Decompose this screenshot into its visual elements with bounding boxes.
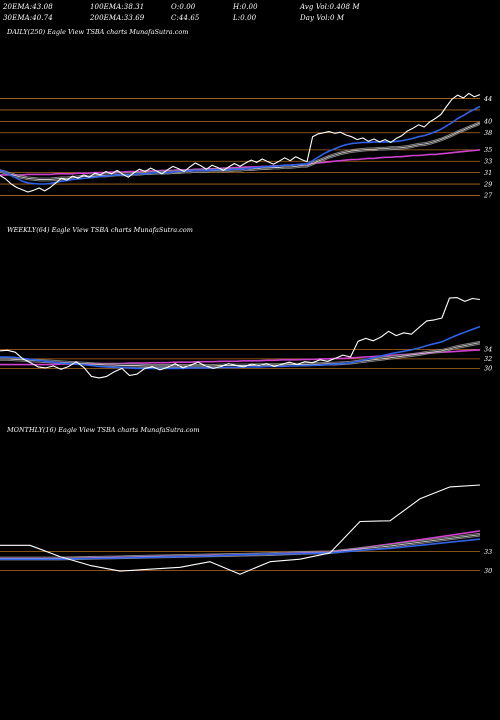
- weekly-series-ema_mid-0: [0, 342, 481, 367]
- daily-tick-label: 35: [484, 146, 492, 154]
- daily-tick-label: 40: [483, 118, 492, 126]
- weekly-series-ema_mid-2: [0, 340, 481, 366]
- daily-tick-label: 31: [484, 169, 492, 177]
- day-vol-readout: Day Vol:0 M: [300, 14, 345, 22]
- daily-tick-label: 27: [483, 192, 493, 200]
- monthly-series-price: [0, 484, 481, 575]
- open-readout: O:0.00: [171, 3, 196, 11]
- weekly-panel-label: WEEKLY(64) Eagle View TSBA charts Munafa…: [7, 226, 193, 234]
- monthly-series-ema_mid-2: [0, 532, 481, 558]
- low-readout: L:0.00: [233, 14, 257, 22]
- monthly-series-ema_fast: [0, 538, 481, 561]
- ema20-readout: 20EMA:43.08: [3, 3, 53, 11]
- daily-tick-label: 29: [483, 180, 492, 188]
- monthly-tick-label: 30: [484, 567, 492, 575]
- daily-tick-label: 38: [484, 129, 492, 137]
- weekly-series-ema_fast: [0, 325, 481, 370]
- high-readout: H:0.00: [233, 3, 258, 11]
- monthly-series-ema_mid-1: [0, 535, 481, 561]
- ema30-readout: 30EMA:40.74: [3, 14, 53, 22]
- weekly-series-price: [0, 297, 481, 379]
- daily-series-price: [0, 92, 481, 193]
- weekly-tick-label: 30: [484, 365, 492, 373]
- daily-series-ema_slow: [0, 149, 481, 176]
- daily-panel-label: DAILY(250) Eagle View TSBA charts Munafa…: [7, 28, 189, 36]
- daily-series-ema_fast: [0, 105, 481, 185]
- daily-tick-label: 33: [484, 158, 492, 166]
- daily-tick-label: 44: [483, 95, 492, 103]
- monthly-chart: 33 30: [0, 484, 492, 575]
- ema100-readout: 100EMA:38.31: [90, 3, 145, 11]
- ema200-readout: 200EMA:33.69: [90, 14, 145, 22]
- weekly-tick-label: 32: [484, 355, 492, 363]
- weekly-tick-label: 34: [484, 346, 492, 354]
- monthly-tick-label: 33: [484, 548, 492, 556]
- close-readout: C:44.65: [171, 14, 200, 22]
- monthly-panel-label: MONTHLY(16) Eagle View TSBA charts Munaf…: [7, 426, 200, 434]
- daily-chart: 44 40 38 35 33 31 29 27: [0, 92, 493, 200]
- avg-vol-readout: Avg Vol:0.408 M: [300, 3, 360, 11]
